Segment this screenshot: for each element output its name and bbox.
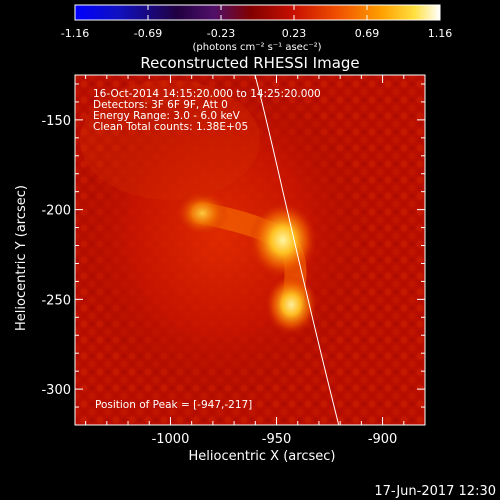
plot-frame xyxy=(74,74,426,426)
y-tick-label: -250 xyxy=(41,293,71,308)
colorbar-tick-label: -1.16 xyxy=(61,27,89,40)
colorbar-tick-label: -0.23 xyxy=(207,27,235,40)
colorbar xyxy=(74,4,441,21)
y-tick-label: -150 xyxy=(41,114,71,129)
colorbar-tick-label: 1.16 xyxy=(428,27,453,40)
info-time-range: 16-Oct-2014 14:15:20.000 to 14:25:20.000 xyxy=(93,88,321,100)
x-tick-labels: -1000 -950 -900 xyxy=(152,432,398,447)
flare-source xyxy=(248,202,317,279)
y-tick-labels: -150 -200 -250 -300 xyxy=(41,114,71,398)
solar-limb-line xyxy=(254,75,340,425)
plot-title: Reconstructed RHESSI Image xyxy=(140,54,359,72)
y-axis-label: Heliocentric Y (arcsec) xyxy=(14,185,29,331)
colorbar-tick-labels: -1.16 -0.69 -0.23 0.23 0.69 1.16 xyxy=(61,27,452,40)
flare-sources xyxy=(176,191,318,335)
x-axis-label: Heliocentric X (arcsec) xyxy=(189,449,336,464)
axis-ticks xyxy=(75,75,426,426)
flare-source xyxy=(176,191,229,236)
x-tick-label: -900 xyxy=(368,432,398,447)
info-method-counts: Clean Total counts: 1.38E+05 xyxy=(93,121,248,133)
colorbar-tick-label: 0.23 xyxy=(282,27,307,40)
info-detectors: Detectors: 3F 6F 9F, Att 0 xyxy=(93,99,228,111)
solar-image xyxy=(75,75,425,425)
info-energy-range: Energy Range: 3.0 - 6.0 keV xyxy=(93,110,241,122)
y-tick-label: -200 xyxy=(41,204,71,219)
peak-position-label: Position of Peak = [-947,-217] xyxy=(95,399,252,411)
colorbar-tick-label: -0.69 xyxy=(134,27,162,40)
y-tick-label: -300 xyxy=(41,383,71,398)
colorbar-unit-label: (photons cm⁻² s⁻¹ asec⁻²) xyxy=(192,42,321,53)
colorbar-ticks xyxy=(74,5,441,20)
x-tick-label: -950 xyxy=(262,432,292,447)
flare-source xyxy=(265,274,318,335)
footer-timestamp: 17-Jun-2017 12:30 xyxy=(374,484,496,499)
colorbar-tick-label: 0.69 xyxy=(355,27,380,40)
x-tick-label: -1000 xyxy=(152,432,190,447)
observation-info: 16-Oct-2014 14:15:20.000 to 14:25:20.000… xyxy=(93,88,321,133)
